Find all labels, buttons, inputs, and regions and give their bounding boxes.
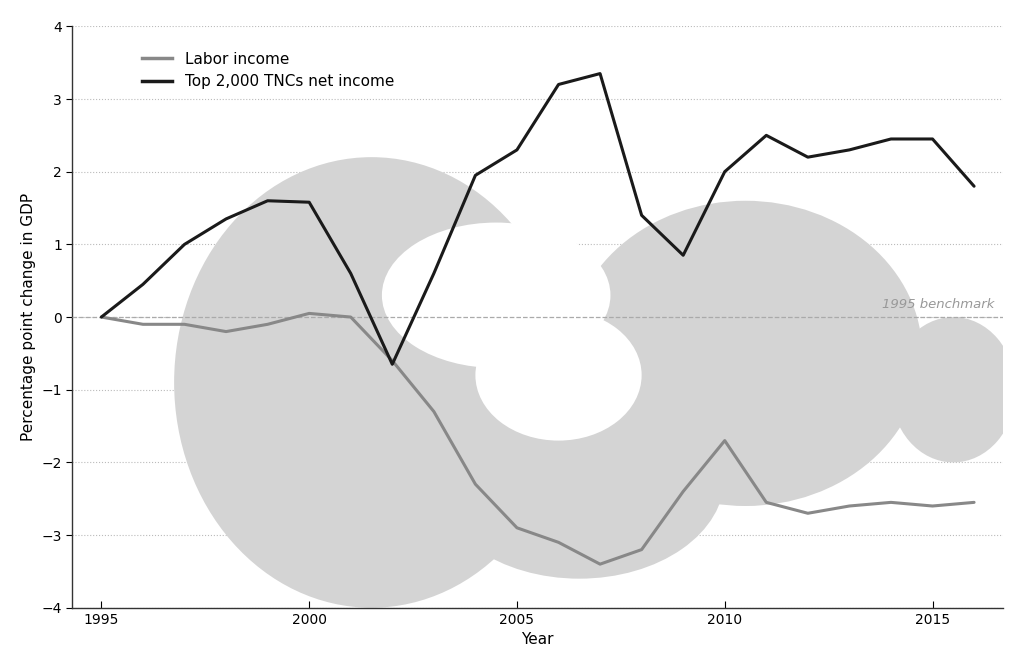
Y-axis label: Percentage point change in GDP: Percentage point change in GDP	[20, 193, 36, 441]
X-axis label: Year: Year	[521, 632, 554, 647]
Legend: Labor income, Top 2,000 TNCs net income: Labor income, Top 2,000 TNCs net income	[136, 45, 400, 96]
Ellipse shape	[569, 201, 923, 506]
Ellipse shape	[891, 317, 1016, 462]
Ellipse shape	[475, 310, 642, 441]
Ellipse shape	[382, 222, 610, 368]
Ellipse shape	[434, 375, 725, 578]
Text: 1995 benchmark: 1995 benchmark	[883, 298, 995, 311]
Ellipse shape	[174, 157, 569, 608]
